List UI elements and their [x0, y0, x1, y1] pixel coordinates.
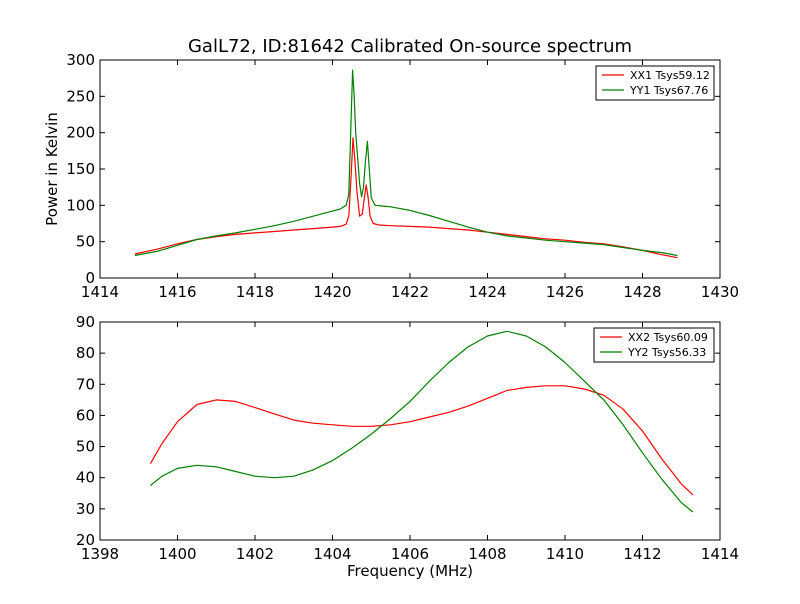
- x-tick-label: 1424: [468, 283, 506, 301]
- x-tick-label: 1402: [236, 545, 274, 563]
- x-tick-label: 1414: [701, 545, 739, 563]
- x-tick-label: 1400: [158, 545, 196, 563]
- x-axis-label: Frequency (MHz): [347, 562, 473, 580]
- x-tick-label: 1430: [701, 283, 739, 301]
- legend-box: [593, 327, 715, 363]
- series-line-2-1: [149, 385, 694, 496]
- legend-box: [595, 65, 715, 101]
- y-tick-label: 80: [76, 344, 95, 362]
- legend-label: YY2 Tsys56.33: [627, 346, 706, 359]
- x-tick-label: 1420: [313, 283, 351, 301]
- legend-label: XX2 Tsys60.09: [628, 331, 708, 344]
- x-tick-label: 1404: [313, 545, 351, 563]
- y-tick-label: 50: [76, 438, 95, 456]
- series-line-1-1: [134, 137, 678, 259]
- x-tick-label: 1412: [623, 545, 661, 563]
- x-tick-label: 1410: [546, 545, 584, 563]
- y-tick-label: 40: [76, 469, 95, 487]
- y-tick-label: 100: [66, 196, 95, 214]
- y-tick-label: 0: [85, 269, 95, 287]
- series-line-2-2: [150, 330, 694, 513]
- x-tick-label: 1406: [391, 545, 429, 563]
- series-line-1-2: [134, 69, 678, 257]
- legend-label: XX1 Tsys59.12: [630, 69, 710, 82]
- chart-title: GalL72, ID:81642 Calibrated On-source sp…: [188, 36, 632, 57]
- x-tick-label: 1428: [623, 283, 661, 301]
- top-plot: 1414 1416 1418 1420 1422 1424 1426 1428 1430 0 50 1…: [43, 51, 739, 301]
- x-tick-label: 1416: [158, 283, 196, 301]
- legend-label: YY1 Tsys67.76: [629, 84, 708, 97]
- x-tick-label: 1414: [81, 283, 119, 301]
- y-tick-label: 90: [76, 313, 95, 331]
- y-tick-label: 60: [76, 406, 95, 424]
- y-tick-label: 300: [66, 51, 95, 69]
- y-tick-label: 30: [76, 500, 95, 518]
- y-tick-label: 20: [76, 531, 95, 549]
- x-tick-label: 1422: [391, 283, 429, 301]
- y-tick-label: 50: [76, 233, 95, 251]
- y-tick-label: 150: [66, 160, 95, 178]
- x-tick-label: 1426: [546, 283, 584, 301]
- x-tick-label: 1408: [468, 545, 506, 563]
- y-tick-label: 70: [76, 375, 95, 393]
- y-tick-label: 200: [66, 124, 95, 142]
- y-axis-label: Power in Kelvin: [43, 112, 61, 226]
- x-tick-label: 1398: [81, 545, 119, 563]
- y-tick-label: 250: [66, 87, 95, 105]
- bottom-plot: 1398 1400 1402 1404 1406 1408 1410 1412 1414 20 30…: [76, 313, 739, 580]
- x-tick-label: 1418: [236, 283, 274, 301]
